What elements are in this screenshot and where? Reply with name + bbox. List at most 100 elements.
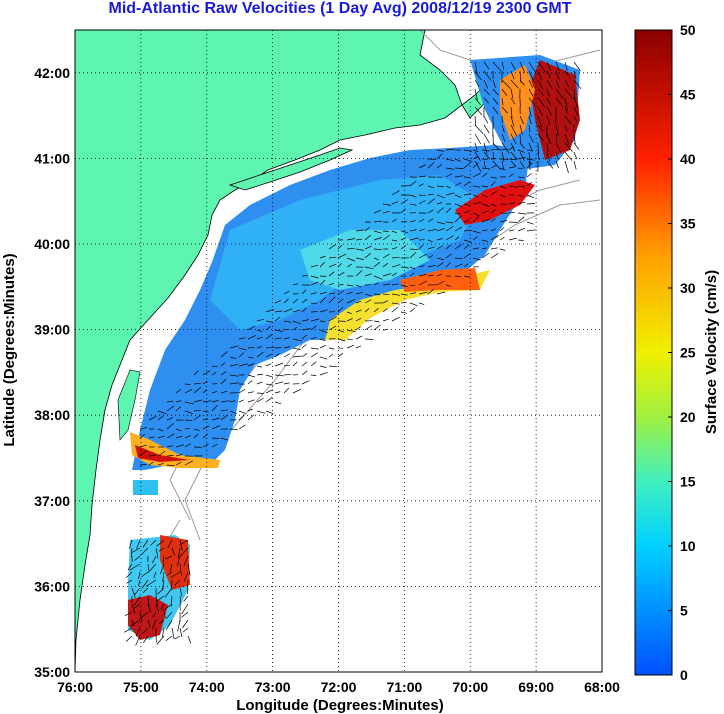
velocity-arrow xyxy=(162,627,165,638)
velocity-arrow xyxy=(537,61,546,73)
velocity-arrow xyxy=(179,539,189,546)
velocity-arrow xyxy=(564,97,568,111)
velocity-arrow xyxy=(355,284,362,288)
velocity-arrow xyxy=(436,164,443,169)
velocity-arrow xyxy=(301,361,308,367)
velocity-arrow xyxy=(292,326,298,331)
velocity-arrow xyxy=(184,401,194,405)
velocity-arrow xyxy=(364,325,373,331)
velocity-arrow xyxy=(445,253,452,259)
velocity-arrow xyxy=(564,79,570,88)
velocity-arrow xyxy=(526,194,535,199)
y-axis-label: Latitude (Degrees:Minutes) xyxy=(1,253,18,446)
velocity-arrow xyxy=(265,320,273,323)
velocity-arrow xyxy=(151,619,157,630)
velocity-arrow xyxy=(436,280,445,286)
velocity-arrow xyxy=(167,539,173,549)
velocity-hotspot-delaware-core xyxy=(135,445,190,462)
velocity-arrow xyxy=(445,235,454,241)
y-tick-label: 40:00 xyxy=(34,236,70,252)
velocity-arrow xyxy=(182,627,189,633)
velocity-arrow xyxy=(528,160,531,171)
velocity-arrow xyxy=(247,356,254,359)
velocity-arrow xyxy=(319,356,328,360)
velocity-arrow xyxy=(481,149,490,152)
velocity-arrow xyxy=(528,106,532,117)
velocity-arrow xyxy=(202,389,208,394)
velocity-arrow xyxy=(409,180,417,187)
velocity-arrow xyxy=(391,293,400,296)
velocity-arrow xyxy=(319,291,327,295)
velocity-arrow xyxy=(328,365,338,368)
velocity-arrow xyxy=(528,61,536,73)
velocity-arrow xyxy=(355,229,365,232)
velocity-arrow xyxy=(454,275,462,277)
velocity-arrow xyxy=(427,288,435,295)
velocity-arrow xyxy=(427,198,435,205)
velocity-arrow xyxy=(418,228,425,232)
velocity-arrow xyxy=(346,329,356,333)
velocity-arrow xyxy=(157,435,166,439)
x-tick-label: 72:00 xyxy=(321,679,357,695)
y-tick-label: 39:00 xyxy=(34,322,70,338)
velocity-arrow xyxy=(499,227,505,232)
velocity-arrow xyxy=(546,70,551,79)
velocity-arrow xyxy=(564,115,572,125)
velocity-arrow xyxy=(155,603,160,613)
velocity-arrow xyxy=(474,124,484,135)
velocity-arrow xyxy=(382,253,390,259)
velocity-arrow xyxy=(301,289,307,295)
velocity-arrow xyxy=(373,230,382,234)
velocity-arrow xyxy=(283,320,292,323)
velocity-arrow xyxy=(141,571,149,578)
velocity-arrow xyxy=(492,142,500,151)
velocity-arrow xyxy=(382,210,390,214)
velocity-arrow xyxy=(519,115,525,125)
velocity-arrow xyxy=(337,352,344,358)
velocity-arrow xyxy=(265,326,271,331)
velocity-arrow xyxy=(247,408,253,412)
velocity-arrow xyxy=(546,133,552,144)
velocity-arrow xyxy=(463,158,473,162)
velocity-arrow xyxy=(193,370,199,376)
velocity-arrow xyxy=(474,88,478,101)
velocity-arrow xyxy=(142,587,149,594)
velocity-arrow xyxy=(517,212,527,215)
velocity-arrow xyxy=(499,167,506,171)
velocity-arrow xyxy=(364,273,372,277)
velocity-arrow xyxy=(256,373,264,376)
velocity-arrow xyxy=(501,160,504,170)
velocity-arrow xyxy=(499,248,506,251)
velocity-arrow xyxy=(265,308,275,313)
velocity-arrow xyxy=(454,226,463,232)
velocity-arrow xyxy=(418,273,427,277)
velocity-hotspot-southshelf xyxy=(400,268,480,292)
velocity-arrow xyxy=(436,207,445,214)
velocity-arrow xyxy=(418,291,428,295)
velocity-arrow xyxy=(265,334,273,340)
velocity-arrow xyxy=(148,461,154,466)
velocity-arrow xyxy=(517,216,525,223)
velocity-arrow xyxy=(301,370,308,376)
velocity-arrow xyxy=(328,263,337,268)
velocity-arrow xyxy=(166,417,174,421)
velocity-arrow xyxy=(171,547,176,557)
velocity-arrow xyxy=(148,454,156,457)
velocity-arrow xyxy=(508,237,517,241)
velocity-arrow xyxy=(474,106,483,116)
velocity-arrow xyxy=(427,246,435,250)
velocity-arrow xyxy=(184,460,193,466)
velocity-arrow xyxy=(427,274,434,277)
velocity-arrow xyxy=(147,619,151,628)
velocity-arrow xyxy=(481,218,490,223)
velocity-arrow xyxy=(355,317,362,322)
velocity-arrow xyxy=(382,308,388,313)
velocity-arrow xyxy=(546,115,551,125)
velocity-arrow xyxy=(373,320,380,323)
velocity-arrow xyxy=(148,436,155,439)
velocity-arrow xyxy=(193,387,202,394)
velocity-arrow xyxy=(310,292,317,295)
velocity-arrow xyxy=(139,611,149,620)
velocity-arrow xyxy=(193,414,201,421)
velocity-arrow xyxy=(427,254,434,259)
